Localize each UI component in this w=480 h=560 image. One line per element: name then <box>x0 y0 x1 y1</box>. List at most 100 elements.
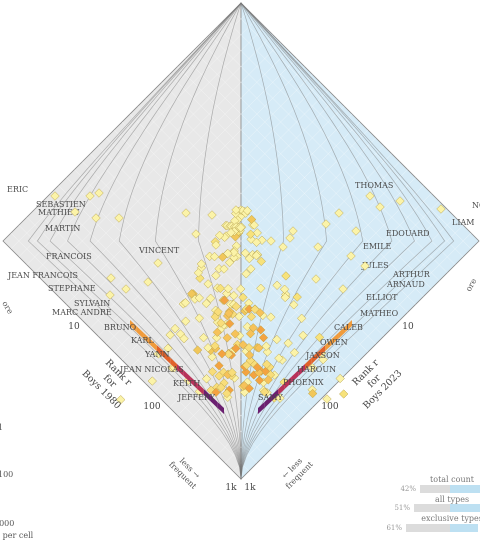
contour-line <box>240 2 393 480</box>
heatmap-cell-dense <box>252 362 262 372</box>
heatmap-cell <box>211 270 221 281</box>
band-segment-left <box>156 345 164 358</box>
heatmap-cell-dense <box>224 308 234 318</box>
heatmap-cells <box>116 205 349 405</box>
heatmap-cell <box>207 352 217 362</box>
heatmap-cell <box>241 269 251 279</box>
balance-title: total count <box>430 475 475 484</box>
heatmap-cell-dense <box>213 307 223 317</box>
named-marker <box>334 208 344 218</box>
named-marker <box>121 284 131 294</box>
right-name-label: HAROUN <box>297 365 336 374</box>
left-cut-label: ore <box>0 300 15 316</box>
left-name-label: SYLVAIN <box>74 299 110 308</box>
band-segment-right <box>305 357 312 370</box>
heatmap-cell <box>318 354 328 365</box>
heatmap-cell-dense <box>262 359 272 369</box>
heatmap-cell <box>262 347 273 357</box>
heatmap-cell <box>201 298 211 309</box>
left-name-label: YANN <box>144 350 169 359</box>
contour-line <box>49 2 242 480</box>
band-segment-right <box>278 382 285 396</box>
heatmap-cell <box>201 374 212 384</box>
named-marker <box>351 226 361 236</box>
heatmap-cell <box>209 251 220 262</box>
right-name-label: ARNAUD <box>386 280 425 289</box>
heatmap-cell <box>229 247 239 258</box>
heatmap-cell <box>297 313 307 323</box>
band-segment-left <box>130 320 137 333</box>
contour-line <box>118 2 242 480</box>
heatmap-cell-dense <box>241 367 251 377</box>
right-name-label: MATHEO <box>360 309 399 318</box>
named-marker <box>143 277 153 287</box>
exclusive-bands <box>130 320 352 414</box>
heatmap-cell <box>281 271 291 281</box>
heatmap-cell <box>203 279 213 289</box>
balance-bar-right-1 <box>450 504 480 512</box>
heatmap-cell <box>242 322 252 332</box>
heatmap-cell-dense <box>248 323 258 333</box>
band-segment-left <box>163 351 171 364</box>
right-tick-1k: 1k <box>244 483 256 493</box>
right-tick-100: 100 <box>321 402 338 412</box>
right-name-label: PHOENIX <box>283 378 324 387</box>
right-name-label: ELLIOT <box>366 293 398 302</box>
left-name-label: ERIC <box>7 185 28 194</box>
contour-line <box>240 2 455 480</box>
heatmap-cell-dense <box>223 349 234 359</box>
heatmap-cell-dense <box>214 361 224 371</box>
heatmap-cell-dense <box>231 301 241 312</box>
band-segment-right <box>318 345 326 358</box>
cbar-tick-100: 100 <box>0 470 13 479</box>
grid-line <box>34 209 273 448</box>
named-marker <box>321 219 331 229</box>
heatmap-cell-dense <box>230 329 240 339</box>
heatmap-cell-dense <box>216 382 226 393</box>
named-marker <box>365 191 375 201</box>
heatmap-cell <box>224 257 235 268</box>
heatmap-cell-dense <box>210 341 220 351</box>
named-marker <box>338 284 348 294</box>
heatmap-cell-dense <box>244 383 254 394</box>
heatmap-cell <box>229 252 239 263</box>
left-name-label: SEBASTIEN <box>36 200 86 209</box>
heatmap-cell <box>274 353 284 363</box>
heatmap-cell <box>180 298 191 308</box>
heatmap-cell <box>238 292 248 303</box>
heatmap-cell <box>214 230 225 241</box>
left-name-label: FRANCOIS <box>46 252 92 261</box>
band-segment-right <box>284 376 292 389</box>
band-segment-right <box>345 320 352 333</box>
heatmap-cell <box>289 347 300 358</box>
heatmap-cell <box>147 376 157 386</box>
balance-pct-2: 61% <box>386 524 402 532</box>
left-tick-1k: 1k <box>225 483 237 493</box>
band-segment-right <box>264 395 272 408</box>
named-marker <box>231 205 241 215</box>
heatmap-cell <box>194 313 204 323</box>
heatmap-cell-dense <box>245 355 255 366</box>
band-segment-left <box>177 364 184 377</box>
band-segment-left <box>150 338 157 352</box>
right-cut-label: ore <box>464 277 479 293</box>
less-frequent-right: ← less frequent <box>280 456 315 491</box>
band-segment-right <box>331 332 339 345</box>
right-name-label: LIAM <box>452 218 474 227</box>
heatmap-cell-dense <box>250 304 260 314</box>
heatmap-cell <box>179 333 189 344</box>
heatmap-cell-dense <box>211 387 221 398</box>
grid-line <box>18 224 258 464</box>
named-marker <box>153 258 163 268</box>
heatmap-cell <box>246 264 256 274</box>
named-marker <box>311 274 321 284</box>
heatmap-cell <box>226 227 236 238</box>
contour-line <box>36 2 242 480</box>
named-marker <box>211 240 221 250</box>
balance-label-1: exclusive types <box>421 514 480 523</box>
band-segment-right <box>325 338 332 352</box>
contour-line <box>240 2 284 480</box>
named-marker <box>114 213 124 223</box>
contour-line <box>240 2 364 480</box>
heatmap-cell <box>256 256 266 267</box>
